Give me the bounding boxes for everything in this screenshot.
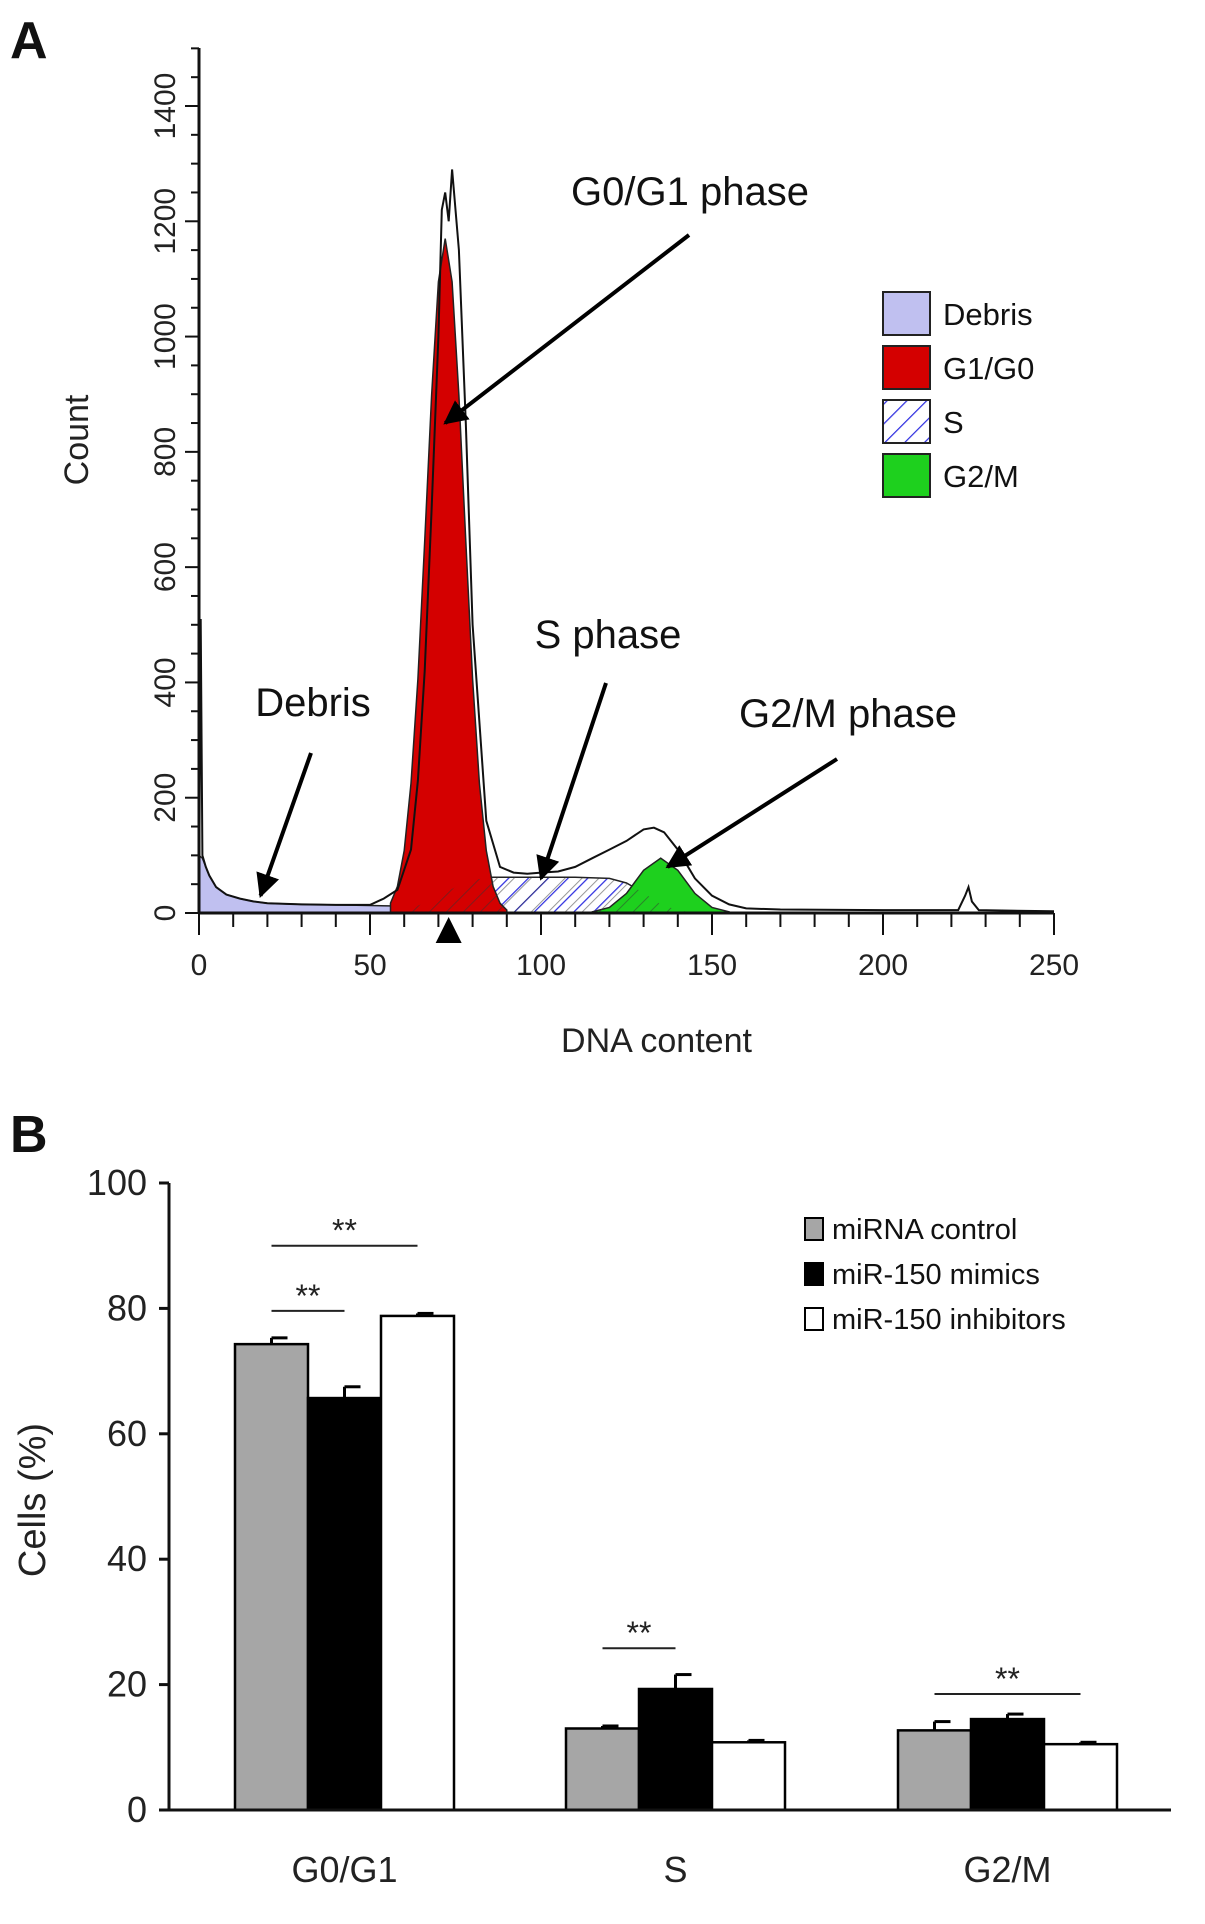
bar-g2m-1 <box>969 1717 1046 1812</box>
legend-label: miR-150 mimics <box>832 1259 1040 1291</box>
annotation-label: S phase <box>535 613 682 657</box>
series-s-overlap-hatch <box>387 877 695 913</box>
y-tick-label: 60 <box>107 1413 147 1454</box>
y-tick-label: 800 <box>149 427 182 477</box>
x-tick-label: 150 <box>687 949 737 982</box>
significance-label: ** <box>296 1278 321 1314</box>
bar-g2m-0 <box>896 1729 973 1812</box>
y-tick-label: 200 <box>149 773 182 823</box>
x-tick-label: S <box>663 1849 687 1890</box>
annotation-label: Debris <box>255 681 371 725</box>
significance-label: ** <box>332 1213 357 1249</box>
y-tick-label: 1000 <box>149 303 182 370</box>
y-tick-label: 0 <box>149 905 182 922</box>
legend-swatch <box>804 1262 824 1286</box>
gate-marker-triangle <box>435 917 462 943</box>
bar-s-2 <box>710 1741 787 1812</box>
annotation-arrow <box>256 752 313 898</box>
legend-label: miRNA control <box>832 1214 1017 1246</box>
y-axis-title: Count <box>58 394 96 485</box>
bar-s-0 <box>564 1727 641 1812</box>
x-tick-label: G0/G1 <box>291 1849 397 1890</box>
x-tick-label: 200 <box>858 949 908 982</box>
y-axis-title: Cells (%) <box>12 1423 54 1577</box>
y-tick-label: 600 <box>149 542 182 592</box>
legend-swatch-g1-g0 <box>882 345 931 390</box>
x-axis-title: DNA content <box>561 1022 752 1060</box>
legend-label: S <box>943 405 964 440</box>
legend-swatch-s <box>882 399 931 444</box>
annotation-label: G2/M phase <box>739 692 957 736</box>
y-tick-label: 40 <box>107 1538 147 1579</box>
bar-panel: 0 20 40 60 80 100 G0/G1 S G2/M Cells (%) ** ** ** ** m… <box>12 1162 1171 1890</box>
y-tick-label: 0 <box>127 1789 147 1830</box>
bar-s-1 <box>637 1687 714 1812</box>
annotation-arrow <box>443 233 691 425</box>
bar-g0g1-1 <box>306 1396 383 1812</box>
histogram-panel: 0 200 400 600 800 1000 1200 1400 0 50 100 150 200 250… <box>58 47 1079 1060</box>
legend-swatch <box>804 1307 824 1331</box>
y-tick-label: 1400 <box>149 73 182 140</box>
x-tick-label: 250 <box>1029 949 1079 982</box>
panel-label-b: B <box>10 1106 48 1164</box>
legend-swatch-g2-m <box>882 453 931 498</box>
y-tick-label: 400 <box>149 657 182 707</box>
panel-label-a: A <box>10 12 48 70</box>
legend-swatch <box>804 1217 824 1241</box>
bar-g0g1-2 <box>379 1314 456 1812</box>
significance-label: ** <box>995 1661 1020 1697</box>
y-tick-label: 80 <box>107 1287 147 1328</box>
bar-g2m-2 <box>1042 1742 1119 1812</box>
y-tick-label: 20 <box>107 1664 147 1705</box>
x-tick-label: 100 <box>516 949 566 982</box>
series-g1-area <box>389 238 508 914</box>
y-tick-label: 100 <box>87 1162 147 1203</box>
legend-label: G1/G0 <box>943 351 1034 386</box>
bar-g0g1-0 <box>233 1342 310 1812</box>
y-tick-label: 1200 <box>149 188 182 255</box>
series-total-line <box>198 169 1055 914</box>
x-tick-label: G2/M <box>963 1849 1051 1890</box>
legend-label: miR-150 inhibitors <box>832 1304 1066 1336</box>
significance-label: ** <box>627 1615 652 1651</box>
annotation-label: G0/G1 phase <box>571 170 809 214</box>
legend-label: G2/M <box>943 459 1019 494</box>
x-tick-label: 0 <box>191 949 208 982</box>
annotation-arrow <box>536 682 608 881</box>
annotation-arrow <box>665 757 839 869</box>
x-tick-label: 50 <box>353 949 386 982</box>
legend-label: Debris <box>943 297 1033 332</box>
legend-swatch-debris <box>882 291 931 336</box>
